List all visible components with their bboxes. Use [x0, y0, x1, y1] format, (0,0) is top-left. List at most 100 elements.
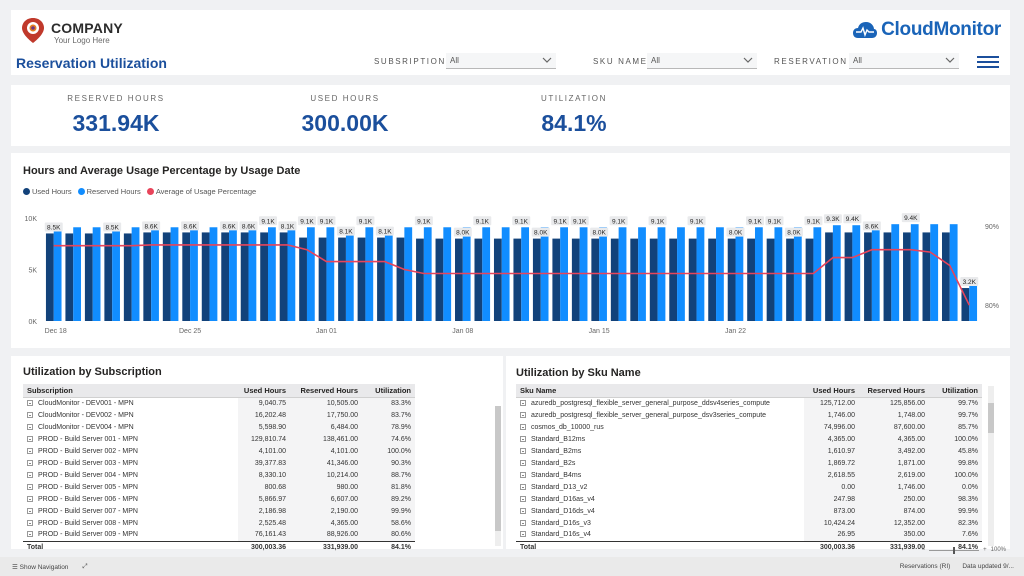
- hours-usage-chart[interactable]: Hours and Average Usage Percentage by Us…: [11, 153, 1010, 348]
- legend-item-average[interactable]: Average of Usage Percentage: [146, 187, 256, 196]
- used-hours-bar: [357, 237, 366, 321]
- zoom-in-icon[interactable]: +: [983, 547, 987, 553]
- cell-value: 247.98: [804, 493, 859, 505]
- expand-row-icon[interactable]: [520, 435, 526, 442]
- column-header[interactable]: Utilization: [929, 384, 982, 398]
- expand-row-icon[interactable]: [27, 507, 33, 514]
- cell-value: 88.7%: [362, 469, 415, 481]
- expand-row-icon[interactable]: [27, 519, 33, 526]
- subscription-slicer[interactable]: All: [446, 53, 556, 69]
- menu-icon[interactable]: [977, 56, 999, 68]
- row-label: PROD - Build Server 006 - MPN: [23, 493, 238, 505]
- expand-row-icon[interactable]: [27, 399, 33, 406]
- reserved-hours-bar: [306, 227, 315, 321]
- data-label-bg: [473, 216, 492, 226]
- expand-row-icon[interactable]: [27, 447, 33, 454]
- expand-row-icon[interactable]: [520, 471, 526, 478]
- table-row[interactable]: CloudMonitor - DEV004 - MPN 5,598.90 6,484…: [23, 421, 415, 433]
- data-label: 8.0K: [592, 230, 606, 237]
- cell-value: 874.00: [859, 505, 929, 517]
- expand-row-icon[interactable]: [520, 459, 526, 466]
- table-row[interactable]: PROD - Build Server 002 - MPN 4,101.00 4,1…: [23, 445, 415, 457]
- expand-row-icon[interactable]: [520, 483, 526, 490]
- row-label: CloudMonitor - DEV004 - MPN: [23, 421, 238, 433]
- expand-row-icon[interactable]: [520, 411, 526, 418]
- cell-value: 350.00: [859, 529, 929, 541]
- table-row[interactable]: azuredb_postgresql_flexible_server_gener…: [516, 397, 982, 409]
- expand-row-icon[interactable]: [520, 519, 526, 526]
- show-navigation-button[interactable]: ☰ Show Navigation: [12, 564, 69, 571]
- used-hours-bar: [396, 237, 405, 321]
- table-row[interactable]: Standard_D16ds_v4 873.00 874.00 99.9%: [516, 505, 982, 517]
- used-hours-bar: [610, 238, 619, 321]
- column-header[interactable]: Sku Name: [516, 384, 804, 398]
- data-label: 8.6K: [865, 223, 879, 230]
- zoom-out-icon[interactable]: −: [921, 547, 926, 553]
- table-row[interactable]: Standard_B2s 1,869.72 1,871.00 99.8%: [516, 457, 982, 469]
- expand-row-icon[interactable]: [27, 531, 33, 538]
- table-row[interactable]: PROD - Build Server 003 - MPN 39,377.83 41…: [23, 457, 415, 469]
- legend-item-used[interactable]: Used Hours: [23, 187, 72, 196]
- expand-row-icon[interactable]: [520, 447, 526, 454]
- row-label: azuredb_postgresql_flexible_server_gener…: [516, 397, 804, 409]
- table-row[interactable]: PROD - Build Server 006 - MPN 5,866.97 6,6…: [23, 493, 415, 505]
- column-header[interactable]: Reserved Hours: [859, 384, 929, 398]
- expand-row-icon[interactable]: [520, 531, 526, 538]
- scrollbar-thumb[interactable]: [988, 403, 994, 433]
- expand-row-icon[interactable]: [27, 495, 33, 502]
- column-header[interactable]: Reserved Hours: [290, 384, 362, 398]
- table-row[interactable]: Standard_B4ms 2,618.55 2,619.00 100.0%: [516, 469, 982, 481]
- data-label-bg: [259, 216, 278, 226]
- sku-table-scrollbar[interactable]: [988, 386, 994, 546]
- expand-row-icon[interactable]: [27, 459, 33, 466]
- table-row[interactable]: Standard_D13_v2 0.00 1,746.00 0.0%: [516, 481, 982, 493]
- page-tab-reservations[interactable]: Reservations (RI): [899, 563, 951, 570]
- table-row[interactable]: Standard_B2ms 1,610.97 3,492.00 45.8%: [516, 445, 982, 457]
- table-row[interactable]: PROD - Build Server 001 - MPN 129,810.74 1…: [23, 433, 415, 445]
- table-row[interactable]: Standard_D16s_v4 26.95 350.00 7.6%: [516, 529, 982, 541]
- column-header[interactable]: Subscription: [23, 384, 238, 398]
- column-header[interactable]: Used Hours: [804, 384, 859, 398]
- used-hours-bar: [299, 237, 307, 321]
- zoom-control[interactable]: − + 100%: [921, 546, 1006, 554]
- table-row[interactable]: PROD - Build Server 004 - MPN 8,330.10 10,…: [23, 469, 415, 481]
- table-row[interactable]: azuredb_postgresql_flexible_server_gener…: [516, 409, 982, 421]
- table-row[interactable]: PROD - Build Server 005 - MPN 800.68 980.0…: [23, 481, 415, 493]
- table-row[interactable]: Standard_D16as_v4 247.98 250.00 98.3%: [516, 493, 982, 505]
- table-row[interactable]: PROD - Build Server 007 - MPN 2,186.98 2,1…: [23, 505, 415, 517]
- cell-value: 76,161.43: [238, 529, 290, 541]
- table-row[interactable]: Standard_D16s_v3 10,424.24 12,352.00 82.3%: [516, 517, 982, 529]
- used-hours-bar: [182, 232, 191, 321]
- table-row[interactable]: CloudMonitor - DEV001 - MPN 9,040.75 10,50…: [23, 397, 415, 409]
- subscription-table-scrollbar[interactable]: [495, 406, 501, 546]
- expand-row-icon[interactable]: [27, 411, 33, 418]
- kpi-reserved-hours: RESERVED HOURS 331.94K: [26, 85, 206, 137]
- legend-item-reserved[interactable]: Reserved Hours: [77, 187, 141, 196]
- used-hours-bar: [669, 238, 678, 321]
- table-row[interactable]: PROD - Build Server 009 - MPN 76,161.43 88…: [23, 529, 415, 541]
- expand-row-icon[interactable]: [27, 423, 33, 430]
- expand-row-icon[interactable]: [520, 399, 526, 406]
- table-row[interactable]: Standard_B12ms 4,365.00 4,365.00 100.0%: [516, 433, 982, 445]
- row-label: PROD - Build Server 004 - MPN: [23, 469, 238, 481]
- column-header[interactable]: Used Hours: [238, 384, 290, 398]
- expand-icon[interactable]: ⤢: [82, 563, 88, 570]
- scrollbar-thumb[interactable]: [495, 406, 501, 531]
- column-header[interactable]: Utilization: [362, 384, 415, 398]
- subscription-table: Subscription Used Hours Reserved Hours U…: [23, 384, 415, 553]
- expand-row-icon[interactable]: [27, 483, 33, 490]
- zoom-slider[interactable]: [929, 546, 980, 554]
- used-hours-bar: [825, 232, 833, 321]
- table-row[interactable]: cosmos_db_10000_rus 74,996.00 87,600.00 85.…: [516, 421, 982, 433]
- table-row[interactable]: PROD - Build Server 008 - MPN 2,525.48 4,3…: [23, 517, 415, 529]
- table-row[interactable]: CloudMonitor - DEV002 - MPN 16,202.48 17,7…: [23, 409, 415, 421]
- row-label: Standard_D16ds_v4: [516, 505, 804, 517]
- expand-row-icon[interactable]: [27, 435, 33, 442]
- expand-row-icon[interactable]: [520, 423, 526, 430]
- sku-name-slicer[interactable]: All: [647, 53, 757, 69]
- cell-value: 125,856.00: [859, 397, 929, 409]
- expand-row-icon[interactable]: [27, 471, 33, 478]
- reservation-slicer[interactable]: All: [849, 53, 959, 69]
- expand-row-icon[interactable]: [520, 495, 526, 502]
- expand-row-icon[interactable]: [520, 507, 526, 514]
